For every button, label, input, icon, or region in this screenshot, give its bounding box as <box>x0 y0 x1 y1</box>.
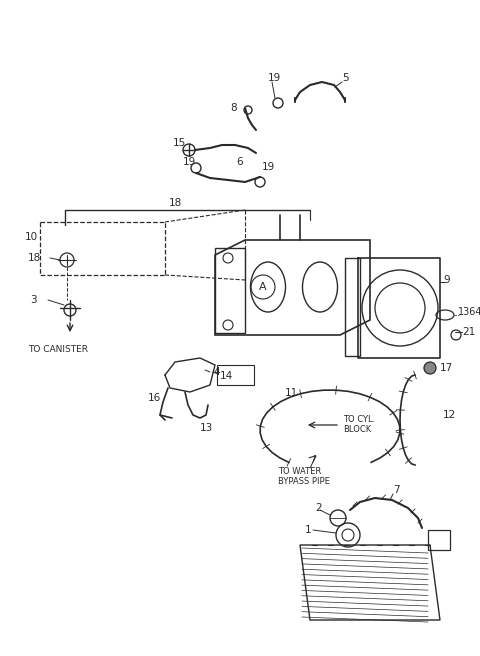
Text: BYPASS PIPE: BYPASS PIPE <box>278 478 330 487</box>
Text: 14: 14 <box>220 371 233 381</box>
Text: 11: 11 <box>285 388 298 398</box>
Text: 1: 1 <box>305 525 312 535</box>
Text: 19: 19 <box>268 73 281 83</box>
Text: 1364: 1364 <box>458 307 480 317</box>
Text: 3: 3 <box>30 295 36 305</box>
Bar <box>428 530 450 550</box>
Text: 19: 19 <box>262 162 275 172</box>
Text: A: A <box>259 282 267 292</box>
Text: 19: 19 <box>183 157 196 167</box>
Text: 6: 6 <box>236 157 242 167</box>
Text: 7: 7 <box>393 485 400 495</box>
Text: 15: 15 <box>173 138 186 148</box>
Text: 10: 10 <box>25 232 38 242</box>
Text: 17: 17 <box>440 363 453 373</box>
Text: TO WATER: TO WATER <box>278 468 321 476</box>
Circle shape <box>424 362 436 374</box>
Text: 8: 8 <box>230 103 237 113</box>
Text: 16: 16 <box>148 393 161 403</box>
Bar <box>345 258 360 356</box>
Text: 4: 4 <box>213 367 220 377</box>
Text: TO CYL.: TO CYL. <box>343 415 375 424</box>
Text: 18: 18 <box>28 253 41 263</box>
Text: BLOCK: BLOCK <box>343 426 371 434</box>
Text: 18: 18 <box>168 198 181 208</box>
Text: 21: 21 <box>462 327 475 337</box>
Text: 2: 2 <box>315 503 322 513</box>
Text: 5: 5 <box>342 73 348 83</box>
Text: 9: 9 <box>443 275 450 285</box>
Text: TO CANISTER: TO CANISTER <box>28 346 88 354</box>
Text: 12: 12 <box>443 410 456 420</box>
Text: 13: 13 <box>200 423 213 433</box>
